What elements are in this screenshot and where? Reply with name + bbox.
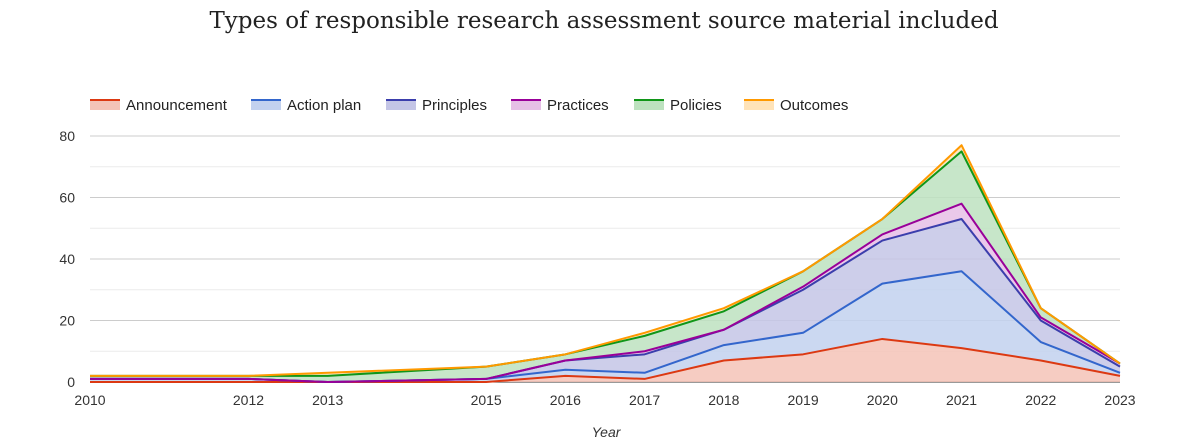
x-tick-label: 2018 xyxy=(708,392,739,408)
legend-label: Announcement xyxy=(126,97,228,114)
x-tick-label: 2023 xyxy=(1104,392,1135,408)
legend-swatch xyxy=(511,100,541,110)
legend-item-announcement[interactable]: Announcement xyxy=(90,97,228,114)
x-tick-label: 2015 xyxy=(471,392,502,408)
chart-title: Types of responsible research assessment… xyxy=(209,8,999,34)
y-tick-label: 60 xyxy=(59,190,75,206)
legend-item-principles[interactable]: Principles xyxy=(386,97,487,114)
y-tick-label: 80 xyxy=(59,128,75,144)
x-tick-label: 2017 xyxy=(629,392,660,408)
y-tick-label: 40 xyxy=(59,251,75,267)
legend-swatch xyxy=(386,100,416,110)
stacked-areas xyxy=(90,145,1120,382)
x-axis-title: Year xyxy=(592,424,622,440)
legend-label: Principles xyxy=(422,97,487,114)
legend-label: Practices xyxy=(547,97,609,114)
legend-item-outcomes[interactable]: Outcomes xyxy=(744,97,848,114)
legend-swatch xyxy=(634,100,664,110)
x-tick-label: 2022 xyxy=(1025,392,1056,408)
x-axis-ticks: 2010 2012 2013 2015 2016 2017 2018 2019 2020 2021… xyxy=(74,392,1135,408)
area-action-plan xyxy=(90,271,1120,382)
line-outcomes xyxy=(90,144,1121,377)
x-tick-label: 2016 xyxy=(550,392,581,408)
y-tick-label: 0 xyxy=(67,374,75,390)
x-tick-label: 2012 xyxy=(233,392,264,408)
legend-item-policies[interactable]: Policies xyxy=(634,97,722,114)
area-principles xyxy=(90,219,1120,382)
legend-swatch xyxy=(90,100,120,110)
x-tick-label: 2021 xyxy=(946,392,977,408)
line-practices xyxy=(90,202,1121,383)
x-tick-label: 2020 xyxy=(867,392,898,408)
legend-swatch xyxy=(251,100,281,110)
legend-label: Policies xyxy=(670,97,722,114)
series-lines xyxy=(90,144,1121,383)
y-tick-label: 20 xyxy=(59,313,75,329)
legend-label: Action plan xyxy=(287,97,361,114)
legend-item-action-plan[interactable]: Action plan xyxy=(251,97,361,114)
x-tick-label: 2010 xyxy=(74,392,105,408)
area-announcement xyxy=(90,338,1120,382)
legend-swatch xyxy=(744,100,774,110)
y-axis-ticks: 0 20 40 60 80 xyxy=(59,128,75,390)
legend-label: Outcomes xyxy=(780,97,848,114)
x-tick-label: 2019 xyxy=(787,392,818,408)
legend-item-practices[interactable]: Practices xyxy=(511,97,609,114)
legend[interactable]: Announcement Action plan Principles Practic… xyxy=(90,97,848,114)
line-policies xyxy=(90,150,1121,377)
x-tick-label: 2013 xyxy=(312,392,343,408)
